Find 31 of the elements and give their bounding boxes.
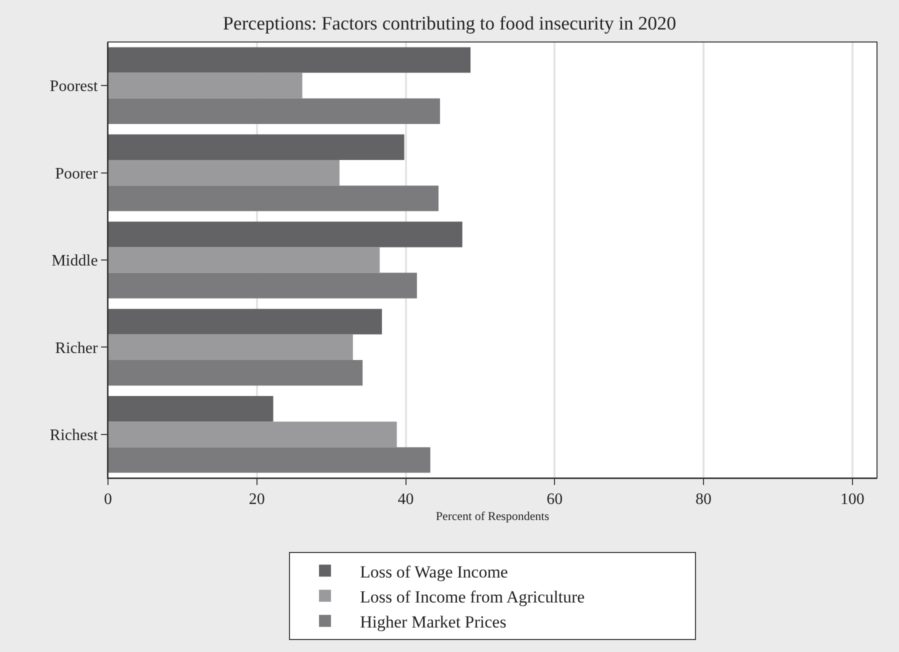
bar: [108, 396, 274, 422]
y-tick-label: Richer: [55, 340, 98, 357]
x-tick-label: 60: [546, 491, 563, 508]
bar: [108, 422, 397, 448]
x-tick-label: 20: [248, 491, 265, 508]
legend-label: Loss of Income from Agriculture: [360, 587, 585, 606]
bar: [108, 72, 302, 98]
x-tick-label: 80: [696, 491, 712, 508]
bar: [108, 134, 404, 160]
bar: [108, 447, 430, 473]
y-tick-label: Richest: [50, 427, 98, 444]
bar: [108, 186, 439, 212]
bar: [108, 247, 380, 273]
bar: [108, 98, 440, 124]
bar: [108, 308, 382, 334]
y-tick-label: Middle: [52, 252, 98, 270]
x-tick-label: 0: [104, 491, 112, 508]
y-tick-label: Poorest: [50, 78, 98, 96]
x-axis-title: Percent of Respondents: [436, 509, 550, 524]
bar: [108, 160, 340, 186]
x-tick-label: 100: [840, 491, 864, 508]
bar: [108, 360, 363, 386]
legend-label: Higher Market Prices: [360, 612, 506, 632]
bar: [108, 334, 353, 360]
legend-label: Loss of Wage Income: [360, 562, 508, 582]
bar: [108, 272, 417, 298]
x-tick-label: 40: [398, 491, 414, 508]
bar: [108, 47, 471, 73]
bar: [108, 222, 462, 248]
chart-title: Perceptions: Factors contributing to food insecurity in 2020: [222, 14, 676, 35]
y-tick-label: Poorer: [55, 165, 98, 182]
